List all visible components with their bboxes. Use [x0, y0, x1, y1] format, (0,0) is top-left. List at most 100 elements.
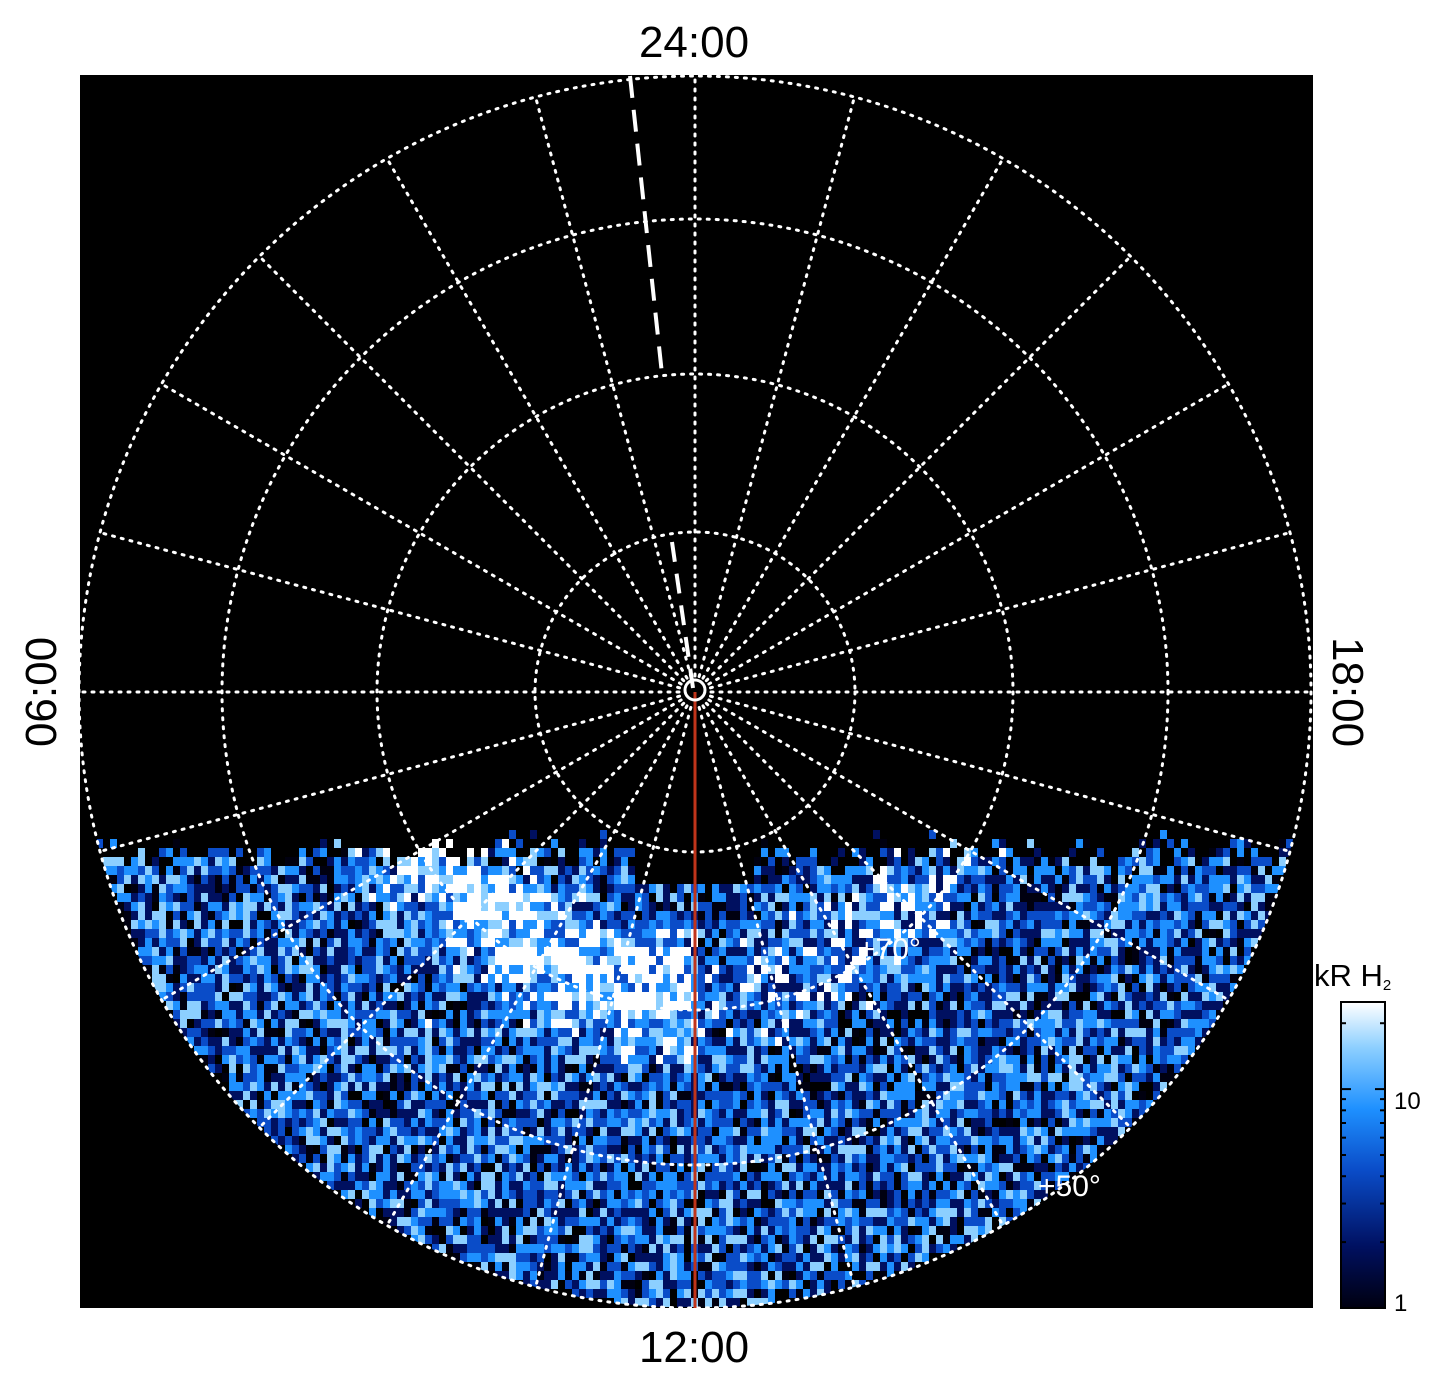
heatmap-cell: [229, 1001, 236, 1010]
heatmap-cell: [313, 1118, 320, 1127]
heatmap-cell: [278, 1010, 285, 1019]
heatmap-cell: [1097, 1037, 1104, 1046]
heatmap-cell: [1062, 1010, 1069, 1019]
heatmap-cell: [1013, 965, 1020, 974]
heatmap-cell: [208, 902, 215, 911]
heatmap-cell: [516, 947, 523, 956]
heatmap-cell: [488, 1001, 495, 1010]
heatmap-cell: [635, 983, 642, 992]
heatmap-cell: [1188, 983, 1195, 992]
heatmap-cell: [362, 938, 369, 947]
heatmap-cell: [292, 992, 299, 1001]
heatmap-cell: [586, 857, 593, 866]
heatmap-cell: [1139, 929, 1146, 938]
heatmap-cell: [474, 866, 481, 875]
heatmap-cell: [684, 965, 691, 974]
heatmap-cell: [873, 947, 880, 956]
heatmap-cell: [1048, 1100, 1055, 1109]
heatmap-cell: [628, 1064, 635, 1073]
heatmap-cell: [775, 938, 782, 947]
heatmap-cell: [180, 866, 187, 875]
heatmap-cell: [1048, 1154, 1055, 1163]
heatmap-cell: [796, 1163, 803, 1172]
heatmap-cell: [915, 1001, 922, 1010]
heatmap-cell: [908, 992, 915, 1001]
heatmap-cell: [810, 956, 817, 965]
heatmap-cell: [698, 1055, 705, 1064]
heatmap-cell: [1027, 956, 1034, 965]
heatmap-cell: [992, 1145, 999, 1154]
heatmap-cell: [355, 866, 362, 875]
heatmap-cell: [971, 1154, 978, 1163]
heatmap-cell: [530, 1055, 537, 1064]
heatmap-cell: [1090, 974, 1097, 983]
heatmap-cell: [369, 857, 376, 866]
heatmap-cell: [159, 920, 166, 929]
heatmap-cell: [1090, 1073, 1097, 1082]
heatmap-cell: [1083, 866, 1090, 875]
heatmap-cell: [390, 1118, 397, 1127]
heatmap-cell: [936, 1154, 943, 1163]
heatmap-cell: [1265, 911, 1272, 920]
heatmap-cell: [250, 1109, 257, 1118]
heatmap-cell: [1181, 920, 1188, 929]
heatmap-cell: [607, 1064, 614, 1073]
heatmap-cell: [320, 1028, 327, 1037]
heatmap-cell: [1090, 1100, 1097, 1109]
heatmap-cell: [845, 929, 852, 938]
heatmap-cell: [803, 947, 810, 956]
heatmap-cell: [565, 875, 572, 884]
heatmap-cell: [208, 911, 215, 920]
heatmap-cell: [292, 1010, 299, 1019]
heatmap-cell: [712, 893, 719, 902]
heatmap-cell: [852, 1091, 859, 1100]
heatmap-cell: [775, 1010, 782, 1019]
heatmap-cell: [1209, 956, 1216, 965]
heatmap-cell: [278, 1136, 285, 1145]
heatmap-cell: [922, 956, 929, 965]
heatmap-cell: [376, 983, 383, 992]
heatmap-cell: [1027, 902, 1034, 911]
heatmap-cell: [593, 1010, 600, 1019]
heatmap-cell: [355, 1172, 362, 1181]
heatmap-cell: [327, 920, 334, 929]
heatmap-cell: [614, 1082, 621, 1091]
heatmap-cell: [733, 947, 740, 956]
heatmap-cell: [1062, 857, 1069, 866]
heatmap-cell: [299, 1028, 306, 1037]
heatmap-cell: [901, 875, 908, 884]
heatmap-cell: [719, 992, 726, 1001]
heatmap-cell: [285, 1136, 292, 1145]
heatmap-cell: [1069, 1127, 1076, 1136]
heatmap-cell: [663, 1091, 670, 1100]
heatmap-cell: [537, 1028, 544, 1037]
heatmap-cell: [411, 938, 418, 947]
heatmap-cell: [1265, 857, 1272, 866]
heatmap-cell: [579, 1181, 586, 1190]
heatmap-cell: [558, 1109, 565, 1118]
heatmap-cell: [166, 848, 173, 857]
heatmap-cell: [474, 992, 481, 1001]
heatmap-cell: [1146, 848, 1153, 857]
heatmap-cell: [418, 1154, 425, 1163]
heatmap-cell: [1153, 1082, 1160, 1091]
heatmap-cell: [1160, 1010, 1167, 1019]
heatmap-cell: [621, 857, 628, 866]
heatmap-cell: [670, 1019, 677, 1028]
heatmap-cell: [852, 1019, 859, 1028]
heatmap-cell: [285, 938, 292, 947]
heatmap-cell: [1230, 983, 1237, 992]
heatmap-cell: [1076, 875, 1083, 884]
heatmap-cell: [663, 902, 670, 911]
heatmap-cell: [1139, 884, 1146, 893]
heatmap-cell: [1069, 1163, 1076, 1172]
heatmap-cell: [194, 911, 201, 920]
heatmap-cell: [1139, 1019, 1146, 1028]
heatmap-cell: [845, 1127, 852, 1136]
heatmap-cell: [376, 1037, 383, 1046]
heatmap-cell: [474, 1100, 481, 1109]
heatmap-cell: [964, 992, 971, 1001]
heatmap-cell: [705, 965, 712, 974]
heatmap-cell: [831, 1028, 838, 1037]
heatmap-cell: [649, 956, 656, 965]
